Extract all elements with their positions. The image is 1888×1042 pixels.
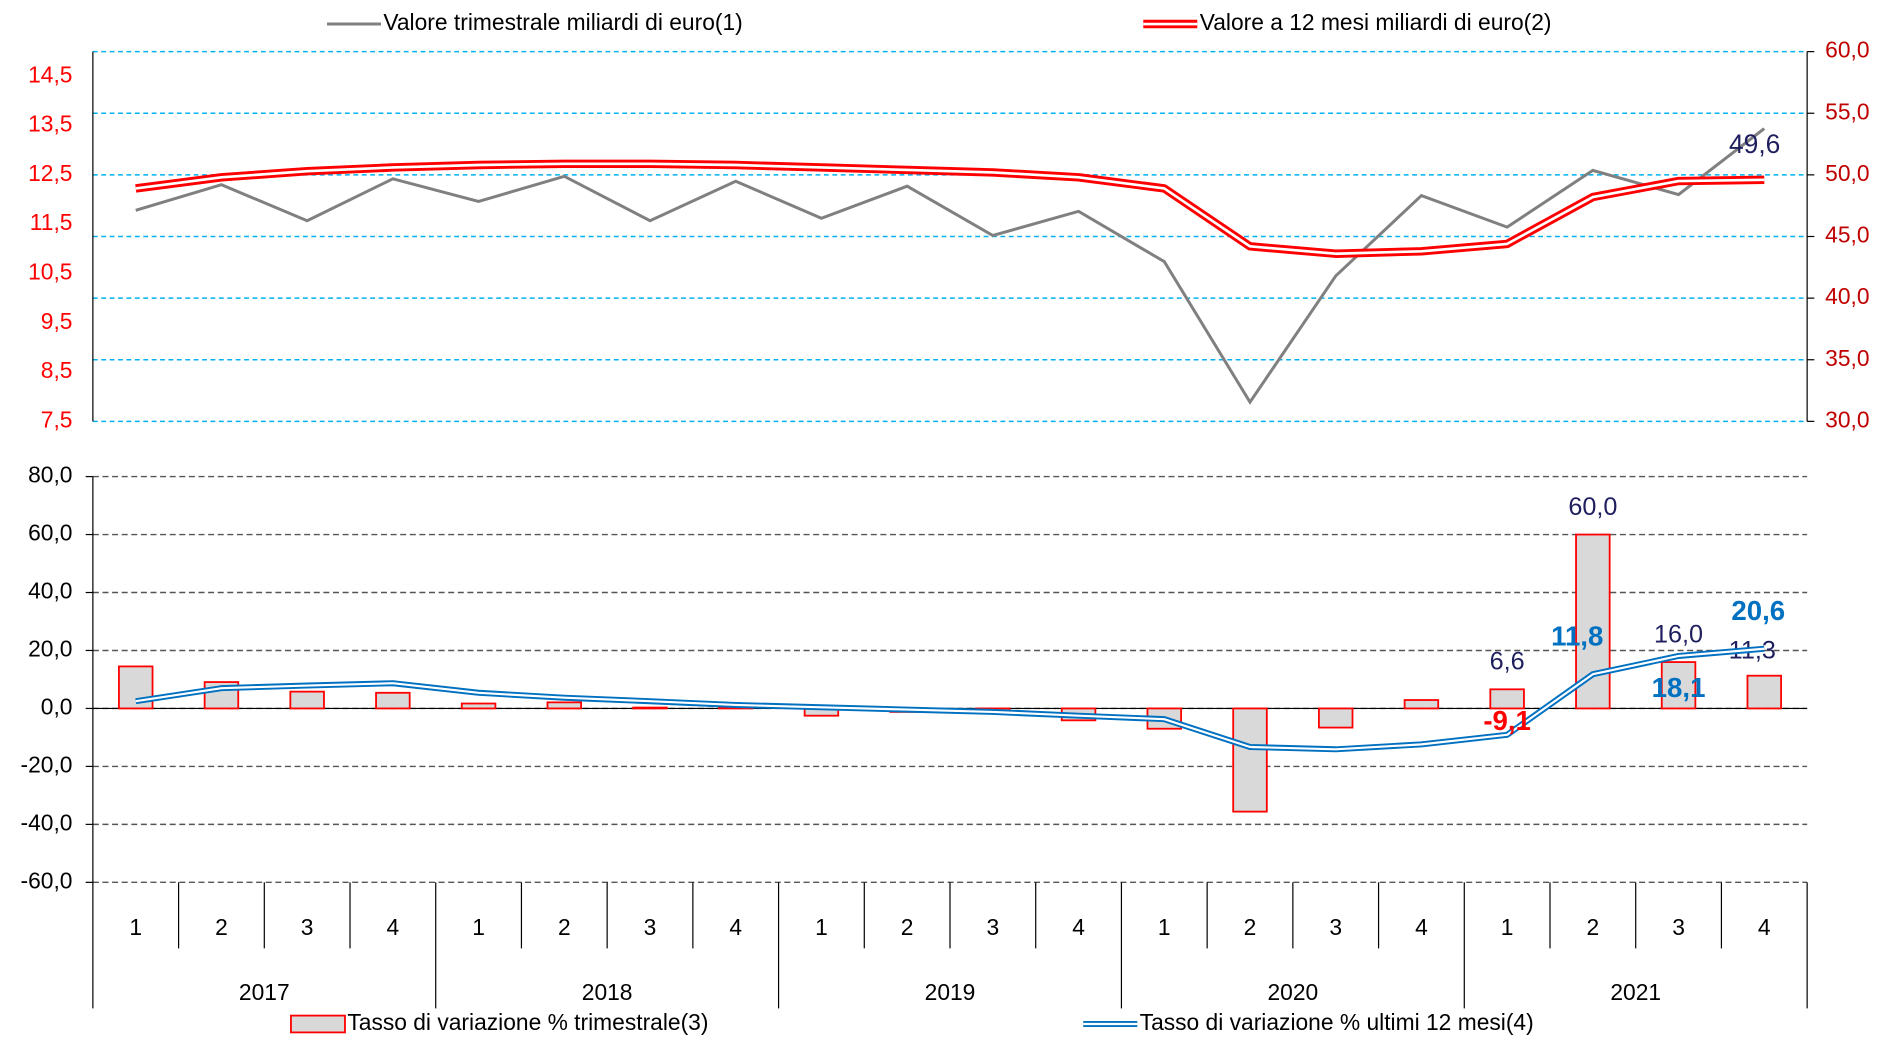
y-tick-label: 11,5 <box>30 209 73 235</box>
x-group-label: 2020 <box>1267 979 1318 1005</box>
bar <box>1403 699 1440 710</box>
legend-swatch <box>290 1014 346 1034</box>
y-tick-label: -20,0 <box>20 751 72 777</box>
line-inner <box>135 647 1765 751</box>
y-tick-label: 7,5 <box>41 406 73 432</box>
bar <box>1318 707 1354 729</box>
x-group-label: 2021 <box>1610 979 1661 1005</box>
x-group-label: 2019 <box>925 979 976 1005</box>
x-tick-label: 2 <box>1587 914 1600 940</box>
x-tick-label: 4 <box>729 914 742 940</box>
y-tick-label: 40,0 <box>28 578 72 604</box>
data-label: 49,6 <box>1729 129 1780 159</box>
data-label: 20,6 <box>1731 595 1785 626</box>
bar <box>375 691 411 710</box>
x-tick-label: 1 <box>1158 914 1171 940</box>
y-tick-label: 12,5 <box>28 160 72 186</box>
x-tick-label: 1 <box>1501 914 1514 940</box>
x-tick-label: 4 <box>1415 914 1428 940</box>
x-tick-label: 1 <box>129 914 142 940</box>
y-tick-label: 8,5 <box>41 357 73 383</box>
y2-tick-label: 55,0 <box>1825 98 1869 124</box>
x-group-label: 2018 <box>582 979 633 1005</box>
y-tick-label: 14,5 <box>28 61 72 87</box>
y-tick-label: -40,0 <box>20 809 72 835</box>
y2-tick-label: 35,0 <box>1825 345 1869 371</box>
data-label: 18,1 <box>1652 672 1706 703</box>
y2-tick-label: 50,0 <box>1825 160 1869 186</box>
bar <box>1489 688 1525 710</box>
x-tick-label: 3 <box>301 914 314 940</box>
y-tick-label: 80,0 <box>28 462 72 488</box>
x-tick-label: 4 <box>387 914 400 940</box>
x-tick-label: 1 <box>815 914 828 940</box>
bar <box>289 690 325 710</box>
data-label: 11,8 <box>1551 621 1603 652</box>
legend-label: Tasso di variazione % ultimi 12 mesi(4) <box>1140 1009 1534 1035</box>
y-tick-label: 10,5 <box>28 258 72 284</box>
y-tick-label: 20,0 <box>28 635 72 661</box>
legend-label: Valore trimestrale miliardi di euro(1) <box>383 9 742 35</box>
x-tick-label: 2 <box>901 914 914 940</box>
x-tick-label: 3 <box>987 914 1000 940</box>
x-tick-label: 2 <box>215 914 228 940</box>
y-tick-label: 60,0 <box>28 520 72 546</box>
bar <box>546 701 583 710</box>
y-tick-label: -60,0 <box>20 867 72 893</box>
x-tick-label: 3 <box>1329 914 1342 940</box>
legend-label: Tasso di variazione % trimestrale(3) <box>347 1009 708 1035</box>
bar <box>632 706 668 710</box>
y2-tick-label: 60,0 <box>1825 37 1869 63</box>
data-label: 60,0 <box>1568 493 1617 521</box>
bar <box>1232 707 1268 813</box>
line <box>135 159 1765 258</box>
bar <box>1660 661 1697 710</box>
y-tick-label: 0,0 <box>41 693 73 719</box>
y-tick-label: 9,5 <box>41 308 73 334</box>
x-tick-label: 4 <box>1758 914 1771 940</box>
line-inner <box>135 162 1765 256</box>
data-label: -9,1 <box>1483 705 1531 736</box>
data-label: 16,0 <box>1654 620 1703 648</box>
bar <box>1746 674 1782 710</box>
bar <box>460 702 497 710</box>
y-tick-label: 13,5 <box>28 111 72 137</box>
x-group-label: 2017 <box>239 979 290 1005</box>
legend-label: Valore a 12 mesi miliardi di euro(2) <box>1200 9 1552 35</box>
x-tick-label: 3 <box>644 914 657 940</box>
line <box>135 127 1766 405</box>
y2-tick-label: 30,0 <box>1825 406 1869 432</box>
x-tick-label: 3 <box>1672 914 1685 940</box>
x-tick-label: 4 <box>1072 914 1085 940</box>
y2-tick-label: 45,0 <box>1825 222 1869 248</box>
y2-tick-label: 40,0 <box>1825 283 1869 309</box>
x-tick-label: 2 <box>558 914 571 940</box>
x-tick-label: 1 <box>472 914 485 940</box>
data-label: 6,6 <box>1490 648 1525 676</box>
x-tick-label: 2 <box>1244 914 1257 940</box>
